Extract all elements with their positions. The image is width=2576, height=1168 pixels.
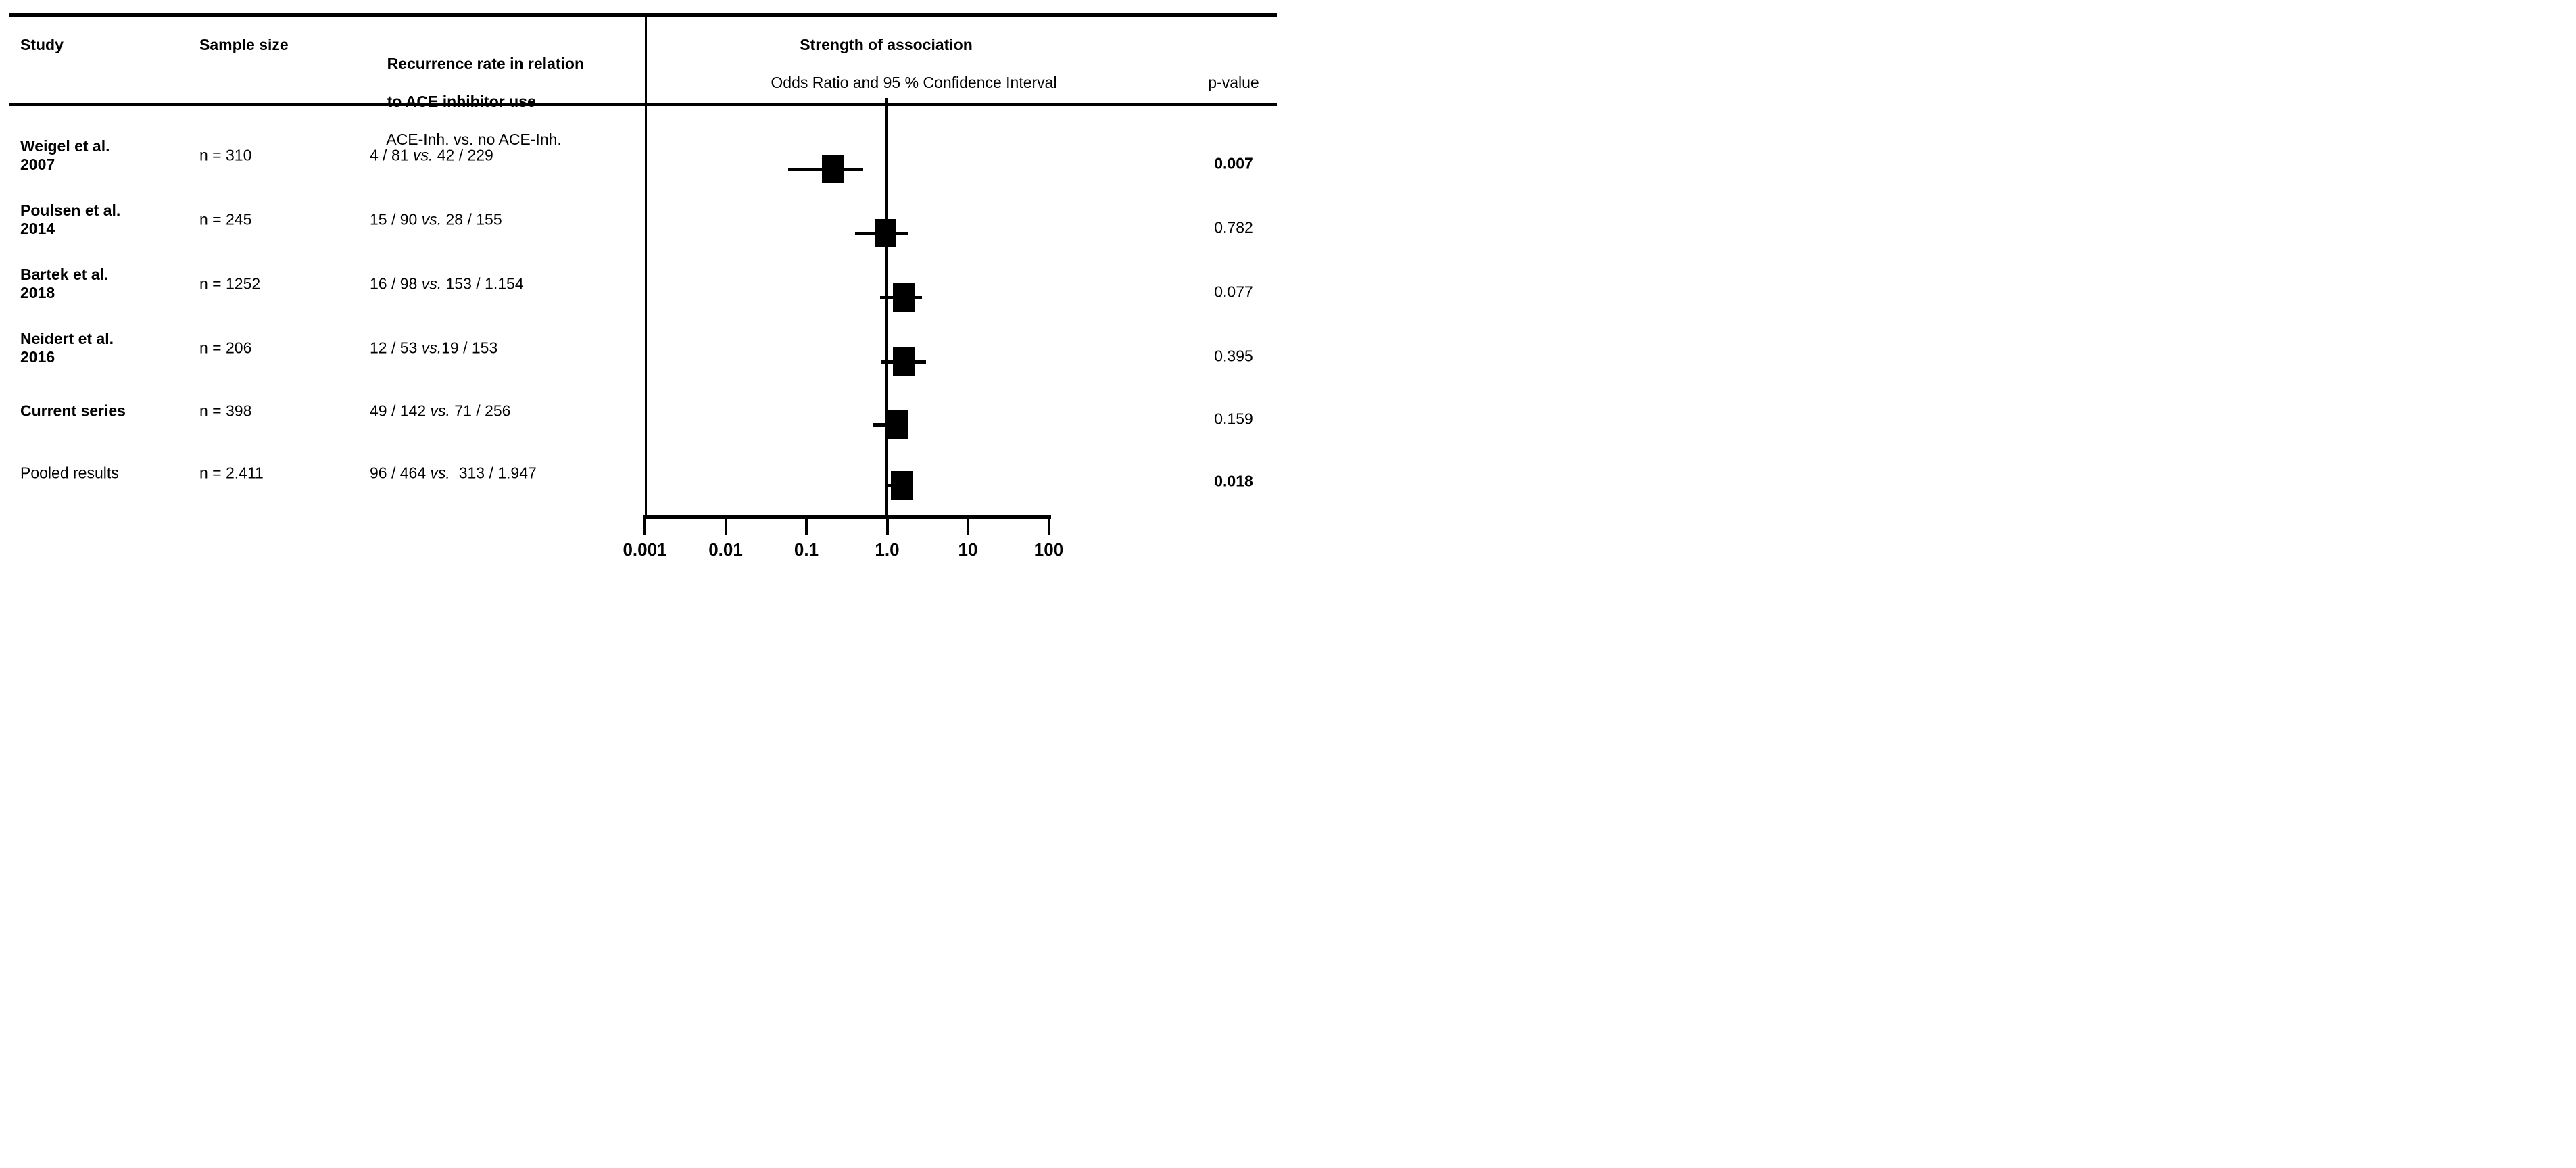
odds-ratio-marker <box>874 219 896 247</box>
sample-size-value: n = 2.411 <box>199 464 264 482</box>
x-axis-tick-label: 0.01 <box>708 539 743 560</box>
odds-ratio-marker <box>892 283 915 312</box>
x-axis-baseline <box>645 515 1051 519</box>
p-value: 0.782 <box>1214 218 1253 237</box>
x-axis-tick-label: 0.1 <box>794 539 819 560</box>
table-plot-divider-line <box>645 13 647 517</box>
x-axis-tick-label: 1.0 <box>875 539 900 560</box>
x-axis-tick <box>885 515 889 535</box>
column-header-sample-size: Sample size <box>199 36 289 53</box>
study-name: Bartek et al. 2018 <box>20 266 109 301</box>
sample-size-value: n = 206 <box>199 339 252 357</box>
association-title: Strength of association <box>800 36 973 53</box>
odds-ratio-reference-line <box>885 98 888 517</box>
recurrence-value: 15 / 90 vs. 28 / 155 <box>370 210 502 228</box>
recurrence-value: 4 / 81 vs. 42 / 229 <box>370 146 493 164</box>
p-value: 0.159 <box>1214 410 1253 428</box>
x-axis-tick <box>724 515 727 535</box>
association-subtitle: Odds Ratio and 95 % Confidence Interval <box>771 74 1057 91</box>
recurrence-header-line3: ACE-Inh. vs. no ACE-Inh. <box>386 130 562 148</box>
recurrence-value: 16 / 98 vs. 153 / 1.154 <box>370 274 524 293</box>
study-name: Poulsen et al. 2014 <box>20 201 121 237</box>
p-value: 0.007 <box>1214 154 1253 172</box>
study-name: Pooled results <box>20 464 119 482</box>
recurrence-value: 12 / 53 vs.19 / 153 <box>370 339 498 357</box>
recurrence-value: 49 / 142 vs. 71 / 256 <box>370 402 511 420</box>
study-name: Neidert et al. 2016 <box>20 330 114 366</box>
x-axis-tick <box>643 515 646 535</box>
odds-ratio-marker <box>886 410 908 439</box>
x-axis-tick <box>967 515 969 535</box>
odds-ratio-marker <box>892 347 915 376</box>
top-border-rule <box>9 13 1277 17</box>
header-underline-rule <box>9 103 1277 106</box>
recurrence-header-line1: Recurrence rate in relation <box>387 55 585 72</box>
study-name: Current series <box>20 402 126 420</box>
forest-plot-figure: Study Sample size Recurrence rate in rel… <box>0 0 1288 584</box>
column-header-study: Study <box>20 36 64 53</box>
sample-size-value: n = 245 <box>199 210 252 228</box>
x-axis-tick <box>1047 515 1050 535</box>
p-value: 0.018 <box>1214 472 1253 490</box>
recurrence-header-line2: to ACE inhibitor use <box>387 93 536 110</box>
x-axis-tick <box>805 515 808 535</box>
sample-size-value: n = 398 <box>199 402 252 420</box>
recurrence-value: 96 / 464 vs. 313 / 1.947 <box>370 464 537 482</box>
x-axis-tick-label: 100 <box>1034 539 1064 560</box>
study-name: Weigel et al. 2007 <box>20 137 110 173</box>
odds-ratio-marker <box>821 155 844 183</box>
x-axis-tick-label: 10 <box>958 539 978 560</box>
column-header-recurrence: Recurrence rate in relation to ACE inhib… <box>370 35 584 168</box>
column-header-p-value: p-value <box>1208 74 1259 91</box>
x-axis-tick-label: 0.001 <box>623 539 667 560</box>
sample-size-value: n = 1252 <box>199 274 261 293</box>
sample-size-value: n = 310 <box>199 146 252 164</box>
p-value: 0.077 <box>1214 283 1253 301</box>
p-value: 0.395 <box>1214 347 1253 365</box>
odds-ratio-marker <box>890 471 913 500</box>
